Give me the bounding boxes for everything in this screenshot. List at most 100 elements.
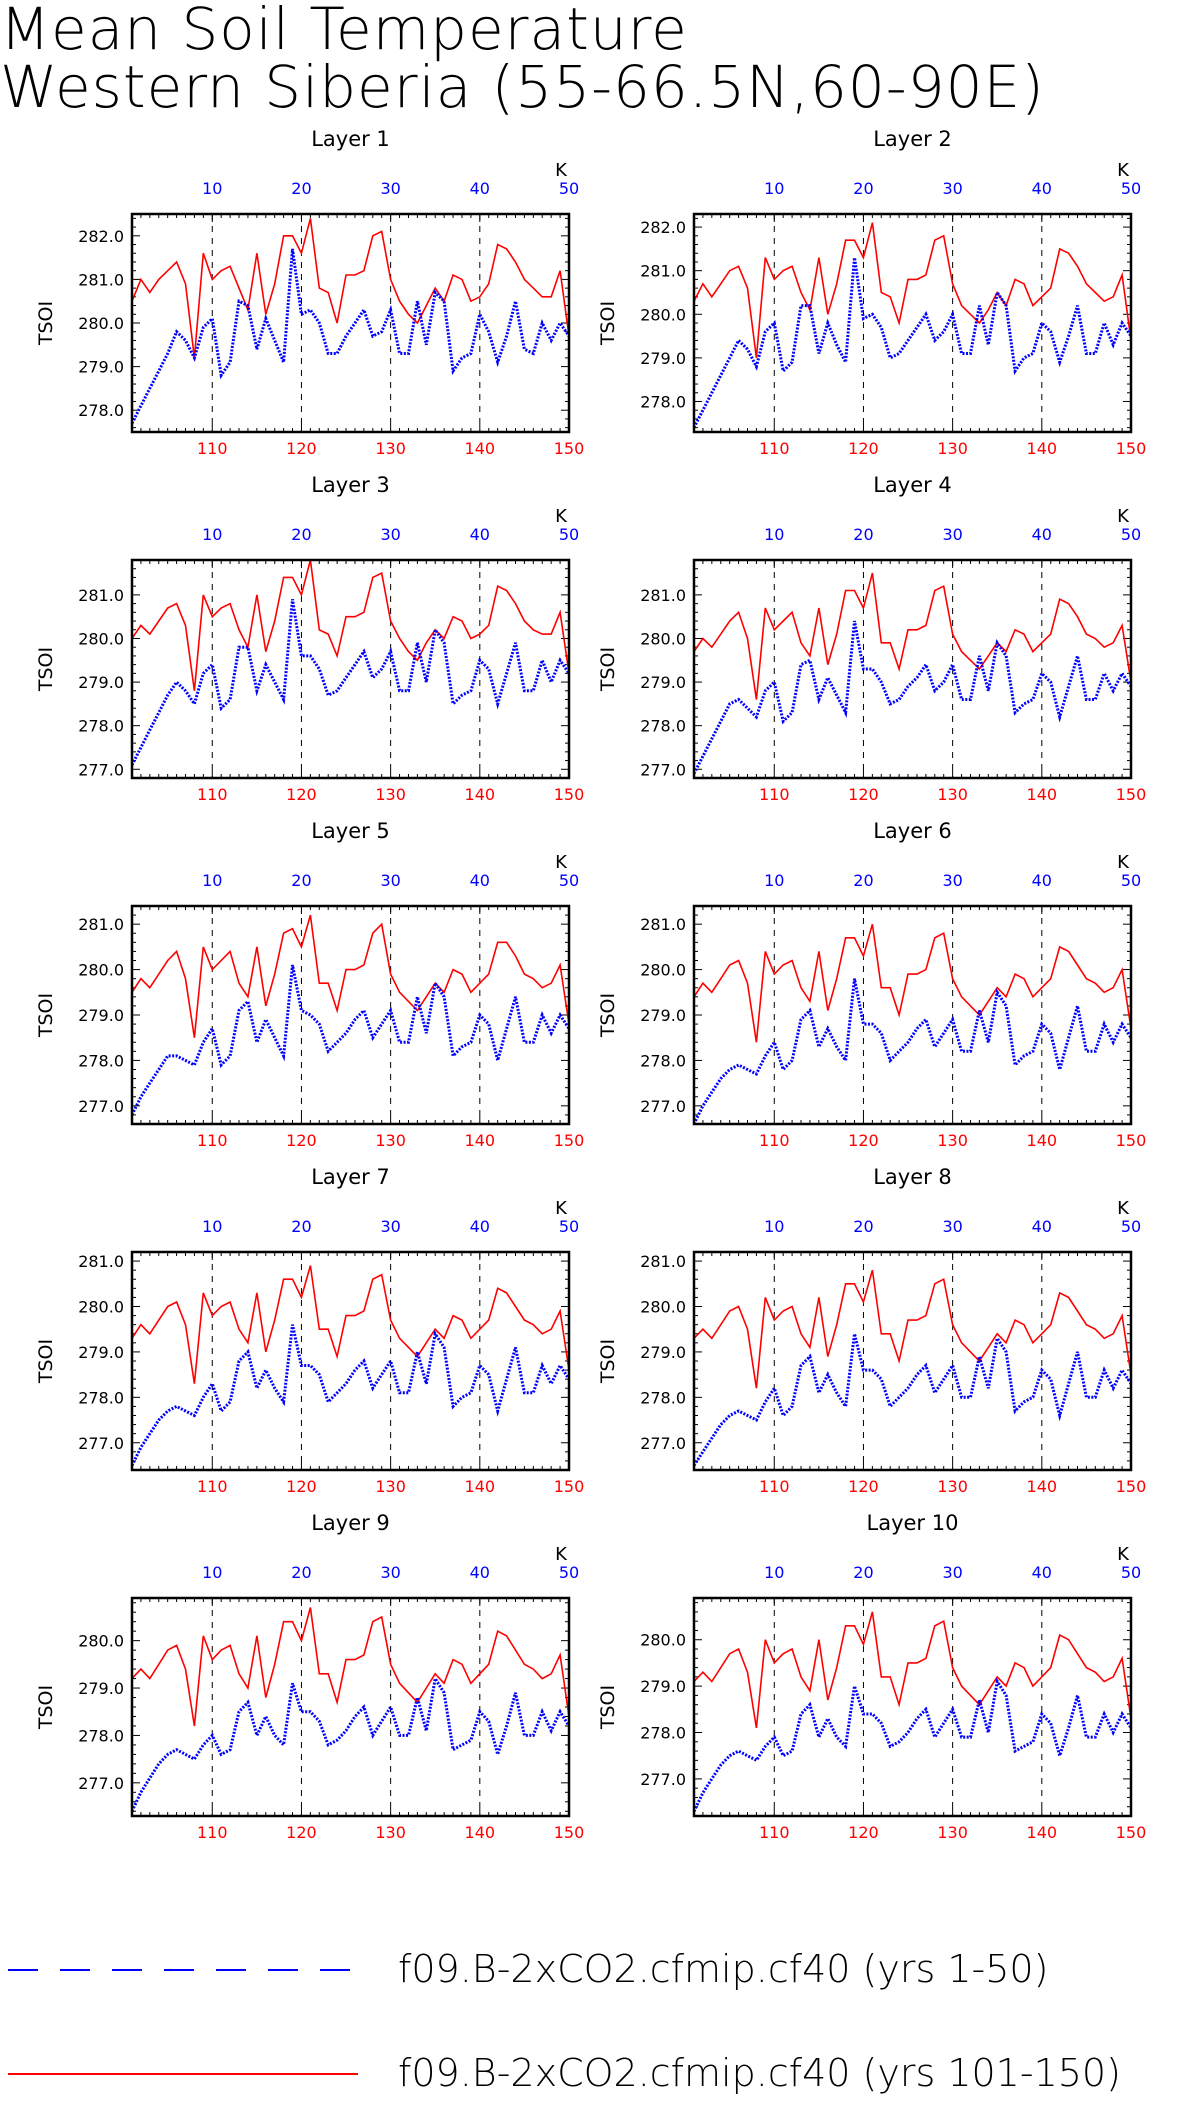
x-top-tick-label: 10 <box>764 525 784 544</box>
series-line-yrs-1-50 <box>130 1674 571 1812</box>
x-bottom-tick-label: 110 <box>759 785 790 804</box>
x-bottom-tick-label: 130 <box>937 1477 968 1496</box>
x-bottom-tick-label: 130 <box>375 1131 406 1150</box>
series-line-yrs-1-50 <box>130 964 571 1116</box>
series-line-yrs-1-50 <box>130 598 571 766</box>
x-bottom-tick-label: 110 <box>197 1477 228 1496</box>
plot-frame <box>130 558 571 780</box>
x-bottom-tick-label: 140 <box>1027 1131 1058 1150</box>
y-tick-label: 277.0 <box>78 760 124 779</box>
x-top-tick-label: 50 <box>559 525 579 544</box>
y-tick-label: 281.0 <box>78 1252 124 1271</box>
y-tick-label: 278.0 <box>640 1051 686 1070</box>
y-tick-label: 279.0 <box>78 358 124 377</box>
x-top-tick-label: 30 <box>942 871 962 890</box>
panel-layer-9: Layer 9 277.0 278.0 279.0 280.0 TSOI 110 120 130… <box>35 1511 584 1842</box>
y-tick-label: 277.0 <box>640 1434 686 1453</box>
x-bottom-tick-label: 130 <box>937 1131 968 1150</box>
top-axis-label: K <box>1117 1544 1130 1565</box>
top-axis-label: K <box>1117 160 1130 181</box>
y-tick-label: 281.0 <box>640 262 686 281</box>
legend-line-dashed-blue <box>8 1969 358 1971</box>
top-axis-label: K <box>555 506 568 527</box>
y-tick-label: 281.0 <box>78 915 124 934</box>
x-top-tick-label: 30 <box>942 179 962 198</box>
y-axis-label: TSOI <box>35 1339 57 1384</box>
x-top-tick-label: 40 <box>470 179 490 198</box>
x-top-tick-label: 40 <box>470 871 490 890</box>
x-bottom-tick-label: 150 <box>1116 1477 1147 1496</box>
series-line-yrs-1-50 <box>130 248 571 424</box>
x-bottom-tick-label: 150 <box>1116 785 1147 804</box>
x-bottom-tick-label: 150 <box>1116 1131 1147 1150</box>
x-bottom-tick-label: 110 <box>197 1823 228 1842</box>
plot-frame <box>130 904 571 1126</box>
x-bottom-tick-label: 110 <box>759 439 790 458</box>
x-bottom-tick-label: 120 <box>286 785 317 804</box>
panel-layer-5: Layer 5 277.0 278.0 279.0 280.0 281.0 TSOI 110 1… <box>35 819 584 1150</box>
y-tick-label: 278.0 <box>640 392 686 411</box>
top-axis-label: K <box>555 852 568 873</box>
y-tick-label: 278.0 <box>640 1388 686 1407</box>
x-top-tick-label: 20 <box>291 179 311 198</box>
x-top-tick-label: 20 <box>853 1563 873 1582</box>
panel-title: Layer 5 <box>311 819 390 843</box>
x-bottom-tick-label: 120 <box>848 785 879 804</box>
x-top-tick-label: 30 <box>380 1217 400 1236</box>
x-top-tick-label: 20 <box>853 871 873 890</box>
top-axis-label: K <box>555 160 568 181</box>
y-tick-label: 282.0 <box>640 218 686 237</box>
y-tick-label: 279.0 <box>78 673 124 692</box>
panel-layer-2: Layer 2 278.0 279.0 280.0 281.0 282.0 TSOI 110 1… <box>597 127 1146 458</box>
y-axis-label: TSOI <box>597 1685 619 1730</box>
y-axis-label: TSOI <box>597 647 619 692</box>
x-top-tick-label: 40 <box>470 1563 490 1582</box>
y-tick-label: 280.0 <box>640 1631 686 1650</box>
x-bottom-tick-label: 120 <box>848 1823 879 1842</box>
x-bottom-tick-label: 130 <box>375 1823 406 1842</box>
y-tick-label: 281.0 <box>78 270 124 289</box>
x-top-tick-label: 10 <box>202 871 222 890</box>
series-line-yrs-1-50 <box>692 978 1133 1125</box>
x-top-tick-label: 20 <box>291 1563 311 1582</box>
x-top-tick-label: 50 <box>1121 871 1141 890</box>
x-bottom-tick-label: 120 <box>286 439 317 458</box>
series-line-yrs-1-50 <box>130 1324 571 1467</box>
series-line-yrs-101-150 <box>131 559 570 691</box>
x-bottom-tick-label: 150 <box>554 785 585 804</box>
series-line-yrs-101-150 <box>131 218 570 358</box>
series-line-yrs-1-50 <box>692 1333 1133 1467</box>
x-bottom-tick-label: 130 <box>937 439 968 458</box>
legend-item-series-2: f09.B-2xCO2.cfmip.cf40 (yrs 101-150) <box>0 2039 1182 2109</box>
x-top-tick-label: 10 <box>202 179 222 198</box>
x-bottom-tick-label: 150 <box>554 439 585 458</box>
x-top-tick-label: 20 <box>853 1217 873 1236</box>
y-tick-label: 279.0 <box>640 349 686 368</box>
series-line-yrs-101-150 <box>693 572 1132 700</box>
x-top-tick-label: 50 <box>559 871 579 890</box>
plot-frame <box>692 212 1133 434</box>
x-top-tick-label: 40 <box>1032 1217 1052 1236</box>
y-tick-label: 280.0 <box>78 629 124 648</box>
y-tick-label: 278.0 <box>78 1388 124 1407</box>
panel-layer-3: Layer 3 277.0 278.0 279.0 280.0 281.0 TSOI 110 1… <box>35 473 584 804</box>
x-top-tick-label: 50 <box>559 179 579 198</box>
series-line-yrs-101-150 <box>693 923 1132 1043</box>
panel-title: Layer 6 <box>873 819 952 843</box>
x-top-tick-label: 50 <box>1121 525 1141 544</box>
x-bottom-tick-label: 120 <box>848 439 879 458</box>
x-bottom-tick-label: 110 <box>197 785 228 804</box>
x-top-tick-label: 50 <box>559 1217 579 1236</box>
y-tick-label: 281.0 <box>640 1252 686 1271</box>
x-bottom-tick-label: 140 <box>465 1477 496 1496</box>
y-tick-label: 280.0 <box>640 1298 686 1317</box>
x-top-tick-label: 50 <box>559 1563 579 1582</box>
title-line-2: Western Siberia (55-66.5N,60-90E) <box>0 53 1045 121</box>
x-top-tick-label: 10 <box>764 179 784 198</box>
x-top-tick-label: 10 <box>764 1563 784 1582</box>
x-top-tick-label: 50 <box>1121 179 1141 198</box>
y-tick-label: 278.0 <box>78 1051 124 1070</box>
x-bottom-tick-label: 130 <box>937 1823 968 1842</box>
x-top-tick-label: 50 <box>1121 1563 1141 1582</box>
